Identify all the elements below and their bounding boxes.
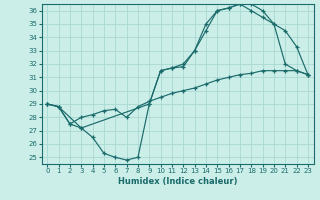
X-axis label: Humidex (Indice chaleur): Humidex (Indice chaleur) [118,177,237,186]
